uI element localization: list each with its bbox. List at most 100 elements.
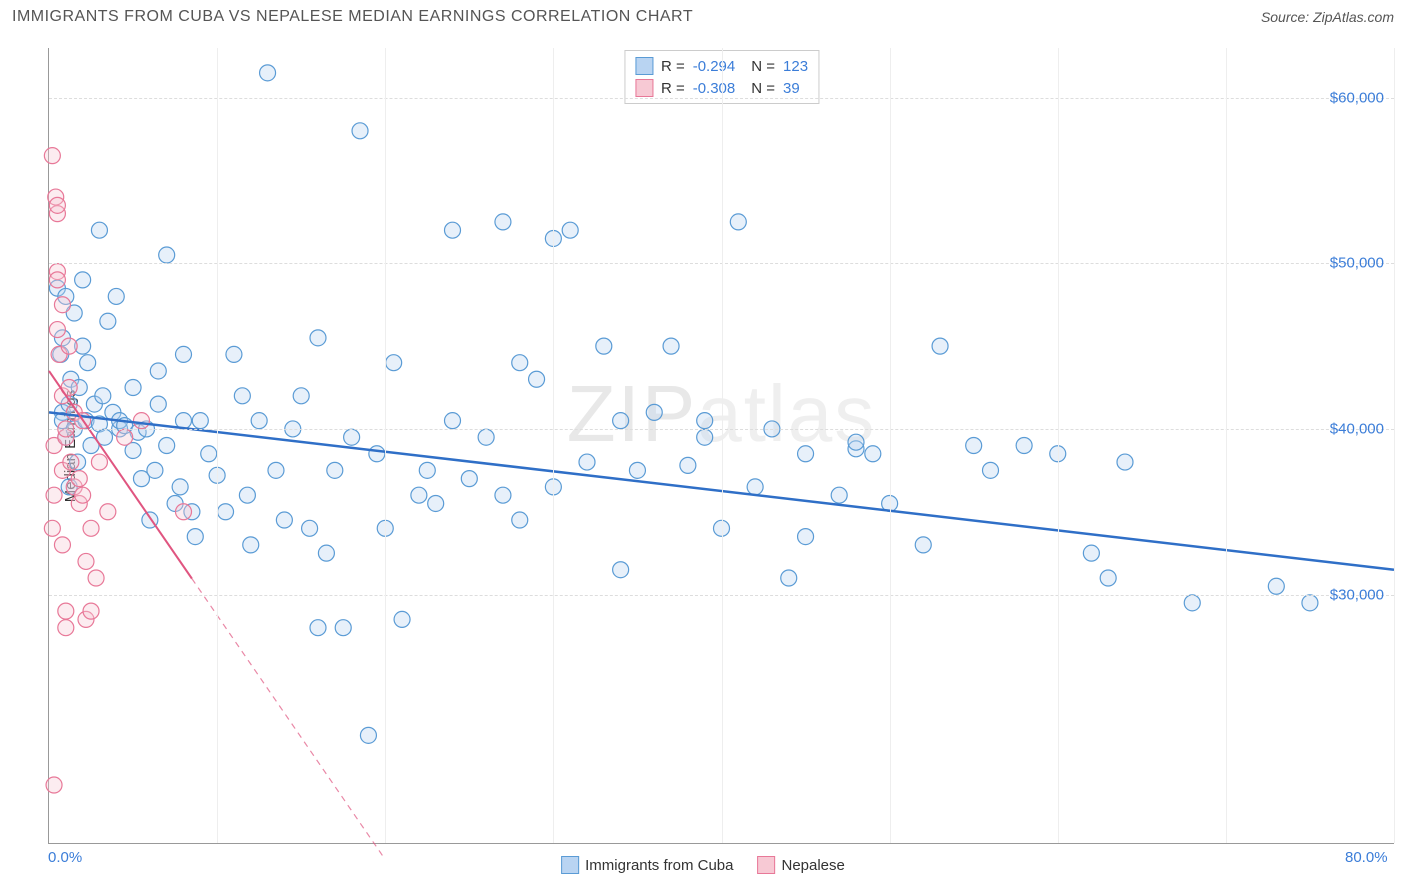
scatter-point	[445, 222, 461, 238]
scatter-point	[83, 520, 99, 536]
scatter-point	[646, 404, 662, 420]
gridline-v	[1058, 48, 1059, 843]
gridline-v	[553, 48, 554, 843]
scatter-point	[44, 148, 60, 164]
series-legend: Immigrants from CubaNepalese	[561, 856, 845, 874]
legend-swatch	[561, 856, 579, 874]
scatter-point	[78, 553, 94, 569]
scatter-point	[831, 487, 847, 503]
scatter-point	[1100, 570, 1116, 586]
scatter-point	[239, 487, 255, 503]
scatter-point	[1016, 438, 1032, 454]
scatter-point	[310, 330, 326, 346]
scatter-point	[100, 313, 116, 329]
scatter-point	[234, 388, 250, 404]
scatter-point	[579, 454, 595, 470]
scatter-point	[100, 504, 116, 520]
scatter-point	[201, 446, 217, 462]
scatter-point	[95, 388, 111, 404]
scatter-point	[268, 462, 284, 478]
scatter-point	[529, 371, 545, 387]
scatter-point	[218, 504, 234, 520]
legend-r-value: -0.294	[693, 58, 736, 75]
scatter-point	[108, 288, 124, 304]
scatter-point	[335, 620, 351, 636]
scatter-point	[932, 338, 948, 354]
scatter-point	[562, 222, 578, 238]
scatter-point	[1083, 545, 1099, 561]
scatter-point	[260, 65, 276, 81]
scatter-point	[54, 537, 70, 553]
scatter-point	[61, 338, 77, 354]
gridline-v	[890, 48, 891, 843]
scatter-point	[966, 438, 982, 454]
scatter-point	[58, 620, 74, 636]
scatter-point	[133, 413, 149, 429]
scatter-point	[150, 396, 166, 412]
scatter-point	[419, 462, 435, 478]
scatter-point	[512, 512, 528, 528]
scatter-point	[798, 529, 814, 545]
legend-series-label: Immigrants from Cuba	[585, 857, 733, 874]
legend-r-label: R =	[661, 58, 685, 75]
scatter-point	[88, 570, 104, 586]
trend-line-dashed	[192, 579, 385, 860]
scatter-point	[54, 297, 70, 313]
scatter-point	[1302, 595, 1318, 611]
y-tick-label: $40,000	[1330, 420, 1384, 437]
chart-plot-area: ZIPatlas R =-0.294N =123R =-0.308N = 39 …	[48, 48, 1394, 844]
scatter-point	[192, 413, 208, 429]
scatter-point	[613, 413, 629, 429]
scatter-point	[159, 247, 175, 263]
scatter-point	[318, 545, 334, 561]
scatter-point	[310, 620, 326, 636]
scatter-point	[428, 495, 444, 511]
gridline-v	[1394, 48, 1395, 843]
scatter-point	[49, 197, 65, 213]
chart-source: Source: ZipAtlas.com	[1261, 9, 1394, 25]
scatter-point	[512, 355, 528, 371]
scatter-point	[293, 388, 309, 404]
gridline-v	[217, 48, 218, 843]
legend-swatch	[757, 856, 775, 874]
scatter-point	[150, 363, 166, 379]
scatter-point	[1268, 578, 1284, 594]
scatter-point	[386, 355, 402, 371]
legend-n-value: 39	[783, 80, 800, 97]
scatter-point	[781, 570, 797, 586]
scatter-point	[629, 462, 645, 478]
scatter-point	[495, 214, 511, 230]
scatter-point	[49, 272, 65, 288]
gridline-v	[385, 48, 386, 843]
scatter-point	[172, 479, 188, 495]
x-tick-label: 80.0%	[1345, 849, 1388, 866]
scatter-point	[680, 457, 696, 473]
scatter-point	[344, 429, 360, 445]
scatter-point	[46, 777, 62, 793]
legend-n-value: 123	[783, 58, 808, 75]
scatter-point	[798, 446, 814, 462]
scatter-point	[187, 529, 203, 545]
scatter-point	[461, 471, 477, 487]
scatter-point	[747, 479, 763, 495]
scatter-point	[478, 429, 494, 445]
scatter-point	[49, 322, 65, 338]
scatter-point	[147, 462, 163, 478]
scatter-point	[411, 487, 427, 503]
scatter-point	[327, 462, 343, 478]
scatter-point	[71, 471, 87, 487]
scatter-point	[495, 487, 511, 503]
scatter-point	[596, 338, 612, 354]
scatter-point	[80, 355, 96, 371]
scatter-point	[865, 446, 881, 462]
scatter-point	[91, 454, 107, 470]
scatter-point	[159, 438, 175, 454]
scatter-point	[915, 537, 931, 553]
scatter-point	[176, 504, 192, 520]
scatter-point	[58, 603, 74, 619]
scatter-point	[394, 611, 410, 627]
scatter-point	[91, 222, 107, 238]
scatter-point	[83, 603, 99, 619]
scatter-point	[125, 380, 141, 396]
scatter-point	[730, 214, 746, 230]
